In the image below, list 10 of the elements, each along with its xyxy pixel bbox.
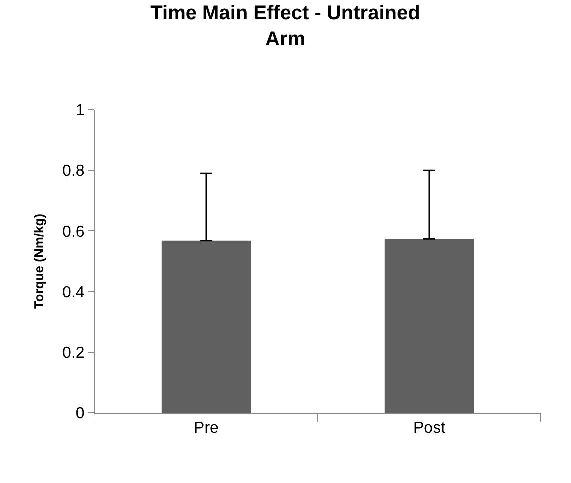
y-tick-label: 0.6: [62, 224, 85, 241]
y-tick-label: 0.2: [62, 345, 85, 362]
y-tick-label: 0.8: [62, 163, 85, 180]
y-tick-label: 0.4: [62, 284, 85, 302]
y-tick-label: 0: [76, 406, 85, 423]
chart-title: Time Main Effect - Untrained Arm: [150, 2, 420, 50]
x-tick-label: Post: [413, 420, 446, 438]
x-tick-label: Pre: [194, 420, 220, 438]
y-axis-title: Torque (Nm/kg): [32, 214, 46, 310]
y-tick-label: 1: [76, 102, 85, 120]
